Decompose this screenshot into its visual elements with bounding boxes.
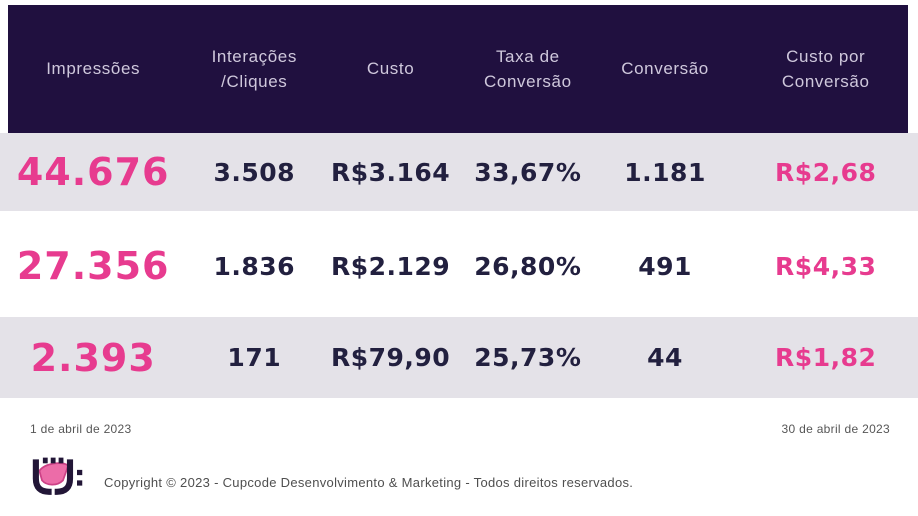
copyright-text: Copyright © 2023 - Cupcode Desenvolvimen… [104, 474, 634, 490]
cell-interactions: 3.508 [213, 157, 296, 187]
column-header-interactions-clicks: Interações /Cliques [186, 44, 322, 95]
header-label: Taxa de [495, 46, 560, 66]
cell-impressions: 44.676 [16, 150, 170, 194]
date-range: 1 de abril de 2023 30 de abril de 2023 [0, 422, 918, 436]
cell-cost-per-conversion: R$2,68 [775, 157, 877, 187]
header-label: Conversão [484, 72, 572, 91]
cell-conversions: 44 [647, 343, 683, 372]
cell-conversion-rate: 26,80% [474, 251, 582, 281]
cell-cost-per-conversion: R$4,33 [775, 251, 877, 281]
footer-credit: Copyright © 2023 - Cupcode Desenvolvimen… [28, 456, 918, 508]
cell-impressions: 27.356 [16, 244, 170, 288]
cupcode-logo-icon [28, 456, 84, 508]
cell-impressions: 2.393 [30, 335, 156, 380]
header-row: Impressões Interações /Cliques Custo Tax… [0, 5, 918, 133]
table-row: 44.676 3.508 R$3.164 33,67% 1.181 R$2,68 [0, 133, 918, 211]
cell-conversions: 1.181 [624, 157, 706, 187]
header-label: Custo [366, 59, 415, 79]
cell-cost: R$2.129 [330, 251, 451, 281]
cell-conversion-rate: 25,73% [474, 343, 582, 372]
column-header-conversions: Conversão [597, 56, 734, 82]
header-label: /Cliques [221, 72, 288, 91]
header-label: Interações [211, 46, 297, 66]
header-label: Impressões [46, 59, 141, 79]
table-header: Impressões Interações /Cliques Custo Tax… [0, 5, 918, 133]
header-background [8, 5, 908, 133]
header-label: Conversão [781, 72, 870, 91]
start-date: 1 de abril de 2023 [30, 422, 132, 436]
header-label: Conversão [621, 59, 709, 79]
cell-conversion-rate: 33,67% [474, 157, 582, 187]
cell-cost: R$3.164 [330, 157, 451, 187]
end-date: 30 de abril de 2023 [781, 422, 890, 436]
column-header-conversion-rate: Taxa de Conversão [459, 44, 597, 95]
cell-interactions: 171 [227, 343, 282, 372]
header-label: Custo por [786, 46, 866, 66]
table-row: 2.393 171 R$79,90 25,73% 44 R$1,82 [0, 317, 918, 398]
table-row: 27.356 1.836 R$2.129 26,80% 491 R$4,33 [0, 211, 918, 317]
cell-interactions: 1.836 [213, 251, 296, 281]
cell-conversions: 491 [638, 251, 692, 281]
cell-cost: R$79,90 [330, 343, 451, 372]
column-header-cost-per-conversion: Custo por Conversão [733, 44, 918, 95]
cell-cost-per-conversion: R$1,82 [775, 343, 877, 372]
column-header-impressions: Impressões [0, 56, 186, 82]
column-header-cost: Custo [322, 56, 459, 82]
